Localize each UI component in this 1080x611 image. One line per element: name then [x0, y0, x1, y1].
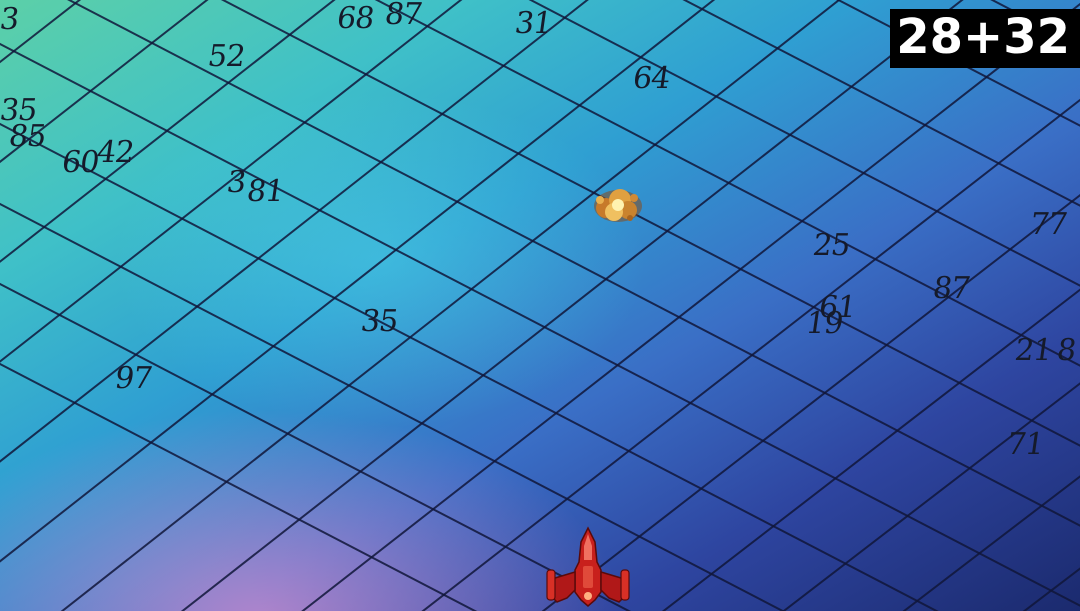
answer-number[interactable]: 31	[512, 6, 554, 41]
explosion-icon	[594, 189, 642, 222]
answer-number[interactable]: 68	[334, 1, 376, 36]
answer-number[interactable]: 25	[810, 228, 852, 263]
answer-number[interactable]: 19	[803, 306, 845, 341]
answer-number[interactable]: 60	[59, 145, 101, 180]
answer-number[interactable]: 42	[94, 135, 136, 170]
answer-number[interactable]: 85	[6, 119, 48, 154]
answer-number[interactable]: 97	[112, 361, 154, 396]
answer-number[interactable]: 81	[244, 174, 286, 209]
answer-number[interactable]: 52	[205, 39, 247, 74]
answer-number[interactable]: 21	[1012, 333, 1054, 368]
answer-number[interactable]: 87	[382, 0, 424, 32]
answer-number[interactable]: 87	[930, 271, 972, 306]
answer-number[interactable]: 71	[1004, 427, 1046, 462]
red-spaceship-icon[interactable]	[543, 526, 633, 608]
equation-display: 28+32	[890, 9, 1080, 68]
answer-number[interactable]: 64	[630, 61, 672, 96]
answer-number[interactable]: 77	[1027, 207, 1069, 242]
answer-number[interactable]: 35	[358, 304, 400, 339]
